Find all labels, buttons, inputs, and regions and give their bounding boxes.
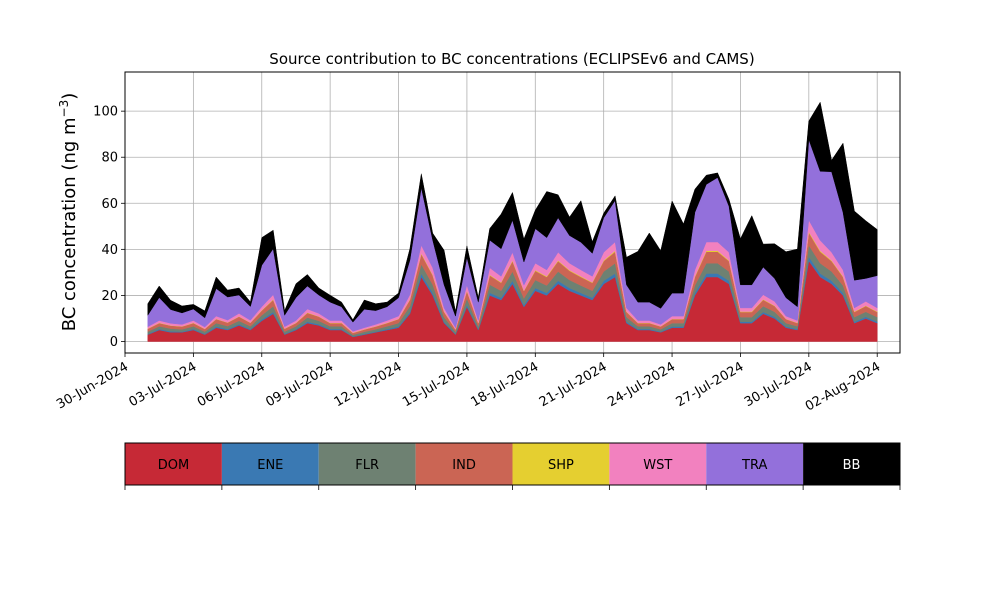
legend-label-ind: IND <box>452 458 476 473</box>
plot-frame <box>124 71 901 354</box>
legend-swatch-wst <box>609 443 707 485</box>
legend-label-dom: DOM <box>158 458 189 473</box>
y-tick-label: 60 <box>101 197 118 212</box>
chart-title: Source contribution to BC concentrations… <box>269 50 754 68</box>
legend-swatch-shp <box>512 443 610 485</box>
legend-swatch-tra <box>706 443 804 485</box>
y-tick-label: 80 <box>101 151 118 166</box>
x-tick-label: 09-Jul-2024 <box>263 359 336 410</box>
x-tick-label: 15-Jul-2024 <box>400 359 473 410</box>
y-axis: 0 20 40 60 80 100 <box>93 105 125 350</box>
x-tick-label: 18-Jul-2024 <box>468 359 541 410</box>
legend-label-tra: TRA <box>741 458 767 473</box>
x-tick-label: 24-Jul-2024 <box>605 359 678 410</box>
legend-swatch-dom <box>125 443 222 485</box>
x-tick-label: 03-Jul-2024 <box>127 359 200 410</box>
y-tick-label: 20 <box>101 289 118 304</box>
x-tick-label: 06-Jul-2024 <box>195 359 268 410</box>
x-axis: 30-Jun-202403-Jul-202406-Jul-202409-Jul-… <box>54 353 883 415</box>
x-tick-label: 12-Jul-2024 <box>332 359 405 410</box>
y-axis-label: BC concentration (ng m−3) <box>57 93 80 332</box>
legend-label-bb: BB <box>843 458 861 473</box>
x-tick-label: 27-Jul-2024 <box>674 359 747 410</box>
x-tick-label: 30-Jun-2024 <box>54 359 131 412</box>
legend-label-shp: SHP <box>548 458 574 473</box>
y-tick-label: 40 <box>101 243 118 258</box>
area-bb <box>147 101 878 323</box>
legend-label-wst: WST <box>643 458 672 473</box>
x-tick-label: 02-Aug-2024 <box>803 359 883 414</box>
legend-swatch-bb <box>803 443 900 485</box>
y-tick-label: 100 <box>93 105 118 120</box>
legend-label-ene: ENE <box>257 458 283 473</box>
y-tick-label: 0 <box>110 335 118 350</box>
x-tick-label: 21-Jul-2024 <box>537 359 610 410</box>
legend-swatch-flr <box>318 443 416 485</box>
legend-colorbar: DOM ENE FLR IND SHP WST TRA BB <box>124 442 901 490</box>
legend-swatch-ene <box>221 443 319 485</box>
legend-label-flr: FLR <box>355 458 379 473</box>
stacked-areas <box>147 101 878 342</box>
legend-swatch-ind <box>415 443 513 485</box>
